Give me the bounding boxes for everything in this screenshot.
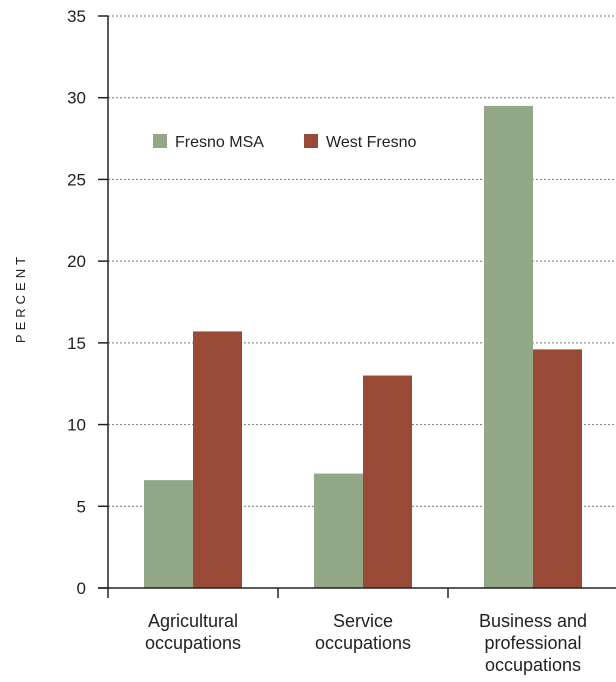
y-tick-label: 20 — [67, 252, 86, 271]
gridlines — [108, 15, 616, 507]
y-tick-label: 0 — [77, 579, 86, 598]
y-axis-label: PERCENT — [13, 253, 28, 343]
x-category-label: Business and professional occupations — [479, 611, 587, 675]
y-tick-label: 30 — [67, 89, 86, 108]
bar-west-fresno — [193, 331, 242, 588]
y-tick-label: 10 — [67, 416, 86, 435]
legend-label: West Fresno — [326, 134, 417, 151]
bars — [144, 105, 582, 588]
bar-fresno-msa — [314, 473, 363, 588]
x-category-label: Service occupations — [315, 611, 411, 653]
legend: Fresno MSA West Fresno — [153, 134, 417, 151]
y-tick-label: 5 — [77, 497, 86, 516]
x-category-label: Agricultural occupations — [145, 611, 241, 653]
y-tick-label: 35 — [67, 7, 86, 26]
bar-west-fresno — [533, 349, 582, 588]
y-tick-label: 25 — [67, 170, 86, 189]
bar-fresno-msa — [144, 480, 193, 588]
y-tick-labels: 0 5 10 15 20 25 30 35 — [67, 7, 86, 598]
category-labels: Agricultural occupations Service occupation… — [145, 611, 587, 675]
legend-swatch — [304, 134, 318, 148]
bar-fresno-msa — [484, 105, 533, 588]
axes — [98, 15, 616, 598]
bar-west-fresno — [363, 375, 412, 588]
y-tick-label: 15 — [67, 334, 86, 353]
legend-swatch — [153, 134, 167, 148]
legend-label: Fresno MSA — [175, 134, 264, 151]
